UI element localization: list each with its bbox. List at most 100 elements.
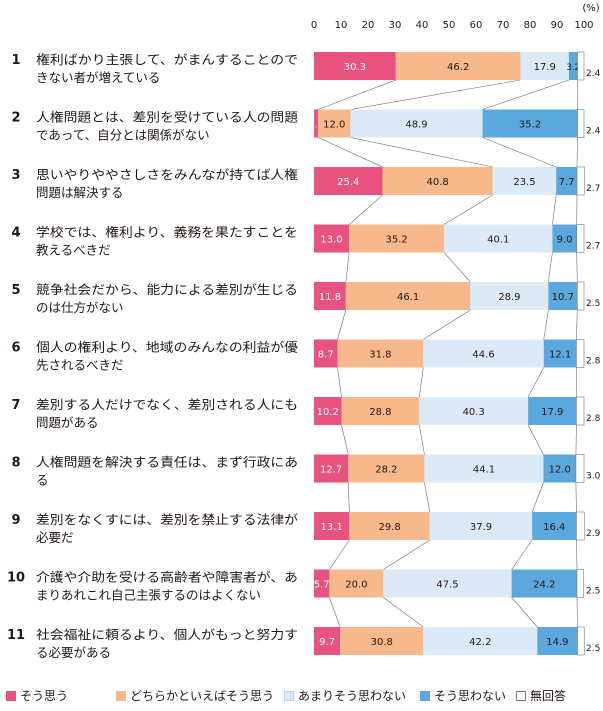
- legend-item-disagree: そう思わない: [420, 687, 506, 704]
- connector-line: [527, 424, 544, 455]
- connector-line: [443, 194, 493, 225]
- data-label: 47.5: [436, 580, 458, 591]
- data-label: 3.2: [566, 63, 580, 73]
- data-label: 28.9: [498, 292, 520, 303]
- x-tick-label: 0: [311, 20, 317, 31]
- x-tick-label: 70: [497, 20, 510, 31]
- data-label: 30.3: [344, 62, 366, 73]
- category-label-line: 社会福祉に頼るより、個人がもっと努力す: [36, 627, 298, 642]
- connector-line: [345, 252, 350, 283]
- data-label: 24.2: [533, 580, 555, 591]
- bar-segment: [576, 511, 585, 541]
- bar-segment: [350, 109, 483, 138]
- bar-segment: [419, 397, 529, 425]
- category-label-line: まりあれこれ自己主張するのはよくない: [36, 588, 261, 603]
- bar-segment: [537, 627, 578, 655]
- category-label-line: 先されるべきだ: [36, 358, 124, 373]
- bar-segment: [341, 397, 420, 425]
- connector-line: [424, 482, 431, 513]
- x-tick-label: 40: [416, 20, 429, 31]
- connector-line: [576, 252, 578, 283]
- bar-segment: [345, 282, 471, 310]
- bar-segment: [314, 167, 383, 195]
- bar-segment: [314, 569, 330, 598]
- connector-lines: [317, 79, 578, 628]
- category-number: 5: [11, 283, 20, 298]
- data-label: 13.1: [321, 522, 343, 533]
- data-label: 44.6: [472, 350, 494, 361]
- category-number: 4: [11, 226, 20, 241]
- bar-segment: [532, 512, 577, 540]
- legend-swatch: [420, 690, 430, 701]
- bar-segment: [576, 224, 585, 253]
- legend-item-somewhat-disagree: あまりそう思わない: [284, 687, 406, 704]
- category-number: 6: [11, 341, 20, 356]
- bar-row: 10.2 28.8 40.3 17.9 2.8: [314, 396, 601, 426]
- connector-line: [552, 194, 557, 225]
- data-label: 2.7: [586, 242, 600, 252]
- x-tick-label: 30: [389, 20, 402, 31]
- legend-swatch: [284, 690, 294, 701]
- data-label: 16.4: [543, 522, 565, 533]
- connector-line: [511, 539, 533, 570]
- data-label: 2.9: [586, 529, 601, 539]
- data-label: 2.5: [586, 644, 600, 654]
- legend-label: 無回答: [530, 689, 567, 703]
- connector-line: [419, 424, 425, 455]
- data-label: 2.7: [586, 184, 600, 194]
- bar-row: 11.8 46.1 28.9 10.7 2.5: [314, 281, 600, 311]
- bar-segment: [337, 339, 424, 368]
- legend-swatch: [6, 690, 16, 701]
- bar-segment: [568, 52, 578, 80]
- connector-line: [576, 539, 578, 570]
- bar-segment: [349, 224, 445, 253]
- category-number: 11: [7, 628, 25, 643]
- bar-segment: [576, 569, 585, 598]
- bar-segment: [444, 224, 553, 253]
- legend-label: そう思わない: [434, 689, 507, 703]
- legend-label: そう思う: [20, 689, 69, 703]
- bar-segment: [314, 109, 319, 138]
- bar-segment: [395, 52, 521, 80]
- connector-line: [482, 79, 569, 110]
- connector-line: [576, 597, 578, 628]
- connector-line: [341, 424, 349, 455]
- connector-line: [548, 252, 553, 283]
- data-label: 2.5: [586, 299, 600, 309]
- bar-row: 5.7 20.0 47.5 24.2 2.5: [314, 569, 600, 598]
- bar-segment: [543, 339, 577, 368]
- connector-line: [317, 79, 396, 110]
- bar-segment: [470, 282, 549, 310]
- category-label-line: 人権問題とは、差別を受けている人の問題: [36, 110, 299, 125]
- connector-line: [348, 194, 383, 225]
- bar-segment: [576, 166, 585, 196]
- category-label-line: きない者が増えている: [36, 70, 160, 85]
- connector-line: [527, 367, 545, 398]
- data-label: 7.7: [559, 177, 575, 188]
- connector-line: [419, 367, 424, 398]
- bar-row: 13.1 29.8 37.9 16.4 2.9: [314, 511, 601, 541]
- bar-segment: [528, 397, 577, 425]
- bar-segment: [329, 569, 384, 598]
- data-label: 23.5: [513, 177, 535, 188]
- connector-line: [576, 137, 578, 168]
- connector-line: [337, 367, 342, 398]
- bar-segment: [314, 52, 396, 80]
- x-tick-label: 60: [470, 20, 483, 31]
- bar-segment: [314, 454, 349, 483]
- connector-line: [337, 309, 347, 340]
- data-label: 2.4: [586, 127, 601, 137]
- data-label: 35.2: [385, 235, 407, 246]
- bar-segment: [314, 627, 341, 655]
- category-label-line: 必要だ: [36, 530, 74, 545]
- bar-row: 9.7 30.8 42.2 14.9 2.5: [314, 626, 600, 656]
- x-tick-label: 50: [443, 20, 456, 31]
- bar-rows: 30.3 46.2 17.9 3.22.41.5 12.0 48.9 35.22.425.4…: [309, 51, 601, 656]
- bar-segment: [314, 397, 342, 425]
- data-label: 5.7: [314, 580, 330, 591]
- x-tick-label: 90: [551, 20, 564, 31]
- category-label-line: 介護や介助を受ける高齢者や障害者が、あ: [36, 570, 298, 585]
- data-label: 12.1: [549, 350, 571, 361]
- legend-label: どちらかといえばそう思う: [130, 689, 275, 703]
